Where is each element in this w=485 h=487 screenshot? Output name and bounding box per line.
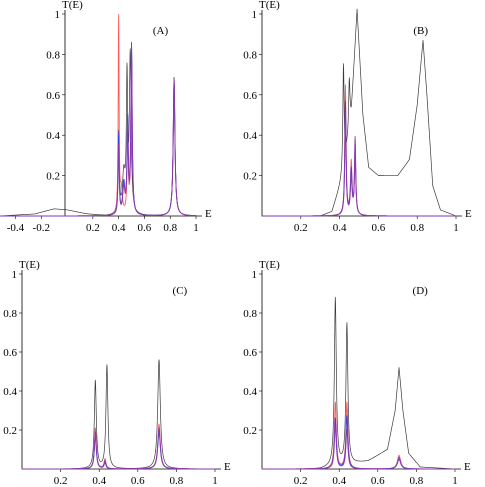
y-tick-label: 1	[55, 9, 61, 21]
chart-panel-a: T(E) E (A) -0.4 -0.2 0.2 0.4 0.6 0.8 1 0.2 0.4 0.6 0.…	[0, 0, 212, 234]
x-axis-label: E	[205, 208, 212, 220]
x-tick-label: 0.6	[131, 475, 145, 487]
series-red-line	[21, 423, 216, 470]
y-axis-label: T(E)	[259, 0, 280, 11]
y-tick-label: 0.8	[243, 308, 257, 320]
panel-label: (C)	[173, 285, 188, 297]
x-tick-label: 1	[452, 475, 458, 487]
panel-label: (A)	[153, 25, 169, 37]
series-purple-line	[21, 427, 216, 470]
y-tick-label: 0.6	[46, 90, 60, 102]
y-tick-label: 0.2	[3, 425, 17, 437]
y-tick-label: 0.2	[243, 171, 257, 183]
chart-panel-d: T(E) E (D) 0.2 0.4 0.6 0.8 1 0.2 0.4 0.6 0.8 1	[243, 259, 471, 487]
y-tick-label: 0.6	[243, 347, 257, 359]
series-blue-line	[21, 431, 216, 470]
y-tick-label: 0.8	[3, 308, 17, 320]
x-tick-label: 0.8	[163, 222, 177, 234]
y-tick-label: 0.4	[46, 130, 60, 142]
series-purple-line	[261, 113, 457, 217]
x-axis-label: E	[465, 208, 472, 220]
x-tick-label: 0.2	[86, 222, 100, 234]
y-axis-label: T(E)	[19, 259, 40, 271]
x-tick-label: 0.8	[170, 475, 184, 487]
y-tick-label: 0.6	[3, 347, 17, 359]
series-black-line	[261, 8, 457, 217]
y-tick-label: 0.6	[243, 90, 257, 102]
series-black-line	[0, 48, 197, 217]
x-tick-label: -0.4	[7, 222, 25, 234]
series-red-line	[0, 13, 197, 217]
panel-label: (B)	[413, 25, 428, 37]
series-blue-line	[0, 45, 197, 217]
y-axis-label: T(E)	[259, 259, 280, 271]
series-red-line	[261, 401, 456, 470]
x-tick-label: 0.8	[410, 222, 424, 234]
x-tick-label: 1	[212, 475, 218, 487]
x-axis-label: E	[224, 461, 231, 473]
x-axis-label: E	[464, 461, 471, 473]
y-tick-label: 0.4	[243, 386, 257, 398]
y-tick-label: 0.2	[243, 425, 257, 437]
y-tick-label: 1	[252, 269, 258, 281]
series-purple-line	[0, 41, 197, 217]
y-tick-label: 0.8	[243, 49, 257, 61]
x-tick-label: 1	[193, 222, 199, 234]
series-black-line	[261, 297, 456, 470]
chart-panel-c: T(E) E (C) 0.2 0.4 0.6 0.8 1 0.2 0.4 0.6 0.8 1	[3, 259, 231, 487]
x-tick-label: 0.6	[138, 222, 152, 234]
x-tick-label: 0.6	[372, 222, 386, 234]
x-tick-label: 1	[453, 222, 459, 234]
x-tick-label: 0.4	[332, 475, 346, 487]
panel-label: (D)	[413, 285, 429, 297]
series-red-line	[261, 84, 457, 217]
x-tick-label: 0.8	[410, 475, 424, 487]
y-tick-label: 0.2	[46, 171, 60, 183]
x-tick-label: 0.2	[294, 222, 308, 234]
series-black-line	[21, 359, 216, 470]
y-tick-label: 0.8	[46, 49, 60, 61]
x-tick-label: -0.2	[33, 222, 50, 234]
x-tick-label: 0.6	[371, 475, 385, 487]
x-tick-label: 0.4	[112, 222, 126, 234]
y-tick-label: 0.4	[243, 130, 257, 142]
series-blue-line	[261, 100, 457, 217]
x-tick-label: 0.2	[54, 475, 68, 487]
y-tick-label: 1	[12, 269, 18, 281]
x-tick-label: 0.4	[333, 222, 347, 234]
chart-panel-b: T(E) E (B) 0.2 0.4 0.6 0.8 1 0.2 0.4 0.6 0.8 1	[243, 0, 472, 234]
y-tick-label: 0.4	[3, 386, 17, 398]
y-axis-label: T(E)	[62, 0, 83, 11]
series-purple-line	[261, 425, 456, 470]
x-tick-label: 0.2	[294, 475, 308, 487]
y-tick-label: 1	[252, 9, 258, 21]
x-tick-label: 0.4	[92, 475, 106, 487]
